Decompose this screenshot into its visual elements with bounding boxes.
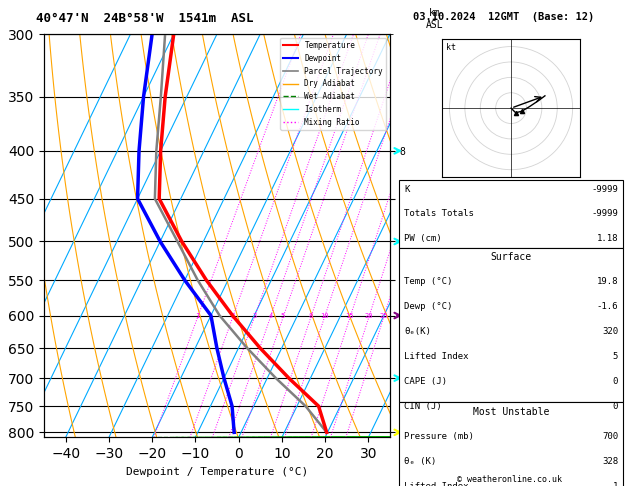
Text: 20: 20 <box>364 312 373 318</box>
Text: 320: 320 <box>602 327 618 336</box>
Text: Lifted Index: Lifted Index <box>404 352 469 361</box>
Text: -9999: -9999 <box>591 209 618 218</box>
Legend: Temperature, Dewpoint, Parcel Trajectory, Dry Adiabat, Wet Adiabat, Isotherm, Mi: Temperature, Dewpoint, Parcel Trajectory… <box>280 38 386 130</box>
Text: 0: 0 <box>613 402 618 411</box>
FancyBboxPatch shape <box>399 248 623 402</box>
Text: Pressure (mb): Pressure (mb) <box>404 432 474 441</box>
Text: kt: kt <box>447 43 457 52</box>
Text: 5: 5 <box>281 312 285 318</box>
Text: -9999: -9999 <box>591 185 618 193</box>
Text: Most Unstable: Most Unstable <box>473 407 549 417</box>
Text: 15: 15 <box>345 312 354 318</box>
Y-axis label: Mixing Ratio (g/kg): Mixing Ratio (g/kg) <box>409 180 420 292</box>
Text: -1.6: -1.6 <box>597 302 618 311</box>
Text: 328: 328 <box>602 457 618 466</box>
Text: 4: 4 <box>268 312 272 318</box>
Text: 19.8: 19.8 <box>597 278 618 286</box>
Text: 5: 5 <box>613 352 618 361</box>
Text: 0: 0 <box>613 377 618 386</box>
Text: 25: 25 <box>379 312 387 318</box>
Text: © weatheronline.co.uk: © weatheronline.co.uk <box>457 474 562 484</box>
Text: CAPE (J): CAPE (J) <box>404 377 447 386</box>
Text: 700: 700 <box>602 432 618 441</box>
Text: PW (cm): PW (cm) <box>404 234 442 243</box>
Text: 2: 2 <box>231 312 235 318</box>
Text: 1: 1 <box>196 312 200 318</box>
FancyBboxPatch shape <box>399 402 623 486</box>
Text: 40°47'N  24B°58'W  1541m  ASL: 40°47'N 24B°58'W 1541m ASL <box>36 12 253 25</box>
Text: Totals Totals: Totals Totals <box>404 209 474 218</box>
Y-axis label: hPa: hPa <box>0 226 3 246</box>
Text: 8: 8 <box>309 312 313 318</box>
X-axis label: Dewpoint / Temperature (°C): Dewpoint / Temperature (°C) <box>126 467 308 477</box>
Text: km
ASL: km ASL <box>426 8 444 30</box>
Text: Lifted Index: Lifted Index <box>404 482 469 486</box>
Text: 03.10.2024  12GMT  (Base: 12): 03.10.2024 12GMT (Base: 12) <box>413 12 594 22</box>
Text: θₑ(K): θₑ(K) <box>404 327 431 336</box>
Text: 10: 10 <box>320 312 328 318</box>
Text: θₑ (K): θₑ (K) <box>404 457 436 466</box>
Text: Surface: Surface <box>491 252 532 262</box>
Text: K: K <box>404 185 409 193</box>
FancyBboxPatch shape <box>399 180 623 248</box>
Text: Dewp (°C): Dewp (°C) <box>404 302 452 311</box>
Text: CIN (J): CIN (J) <box>404 402 442 411</box>
Text: Temp (°C): Temp (°C) <box>404 278 452 286</box>
Text: 3: 3 <box>252 312 257 318</box>
Text: 1: 1 <box>613 482 618 486</box>
Text: 1.18: 1.18 <box>597 234 618 243</box>
